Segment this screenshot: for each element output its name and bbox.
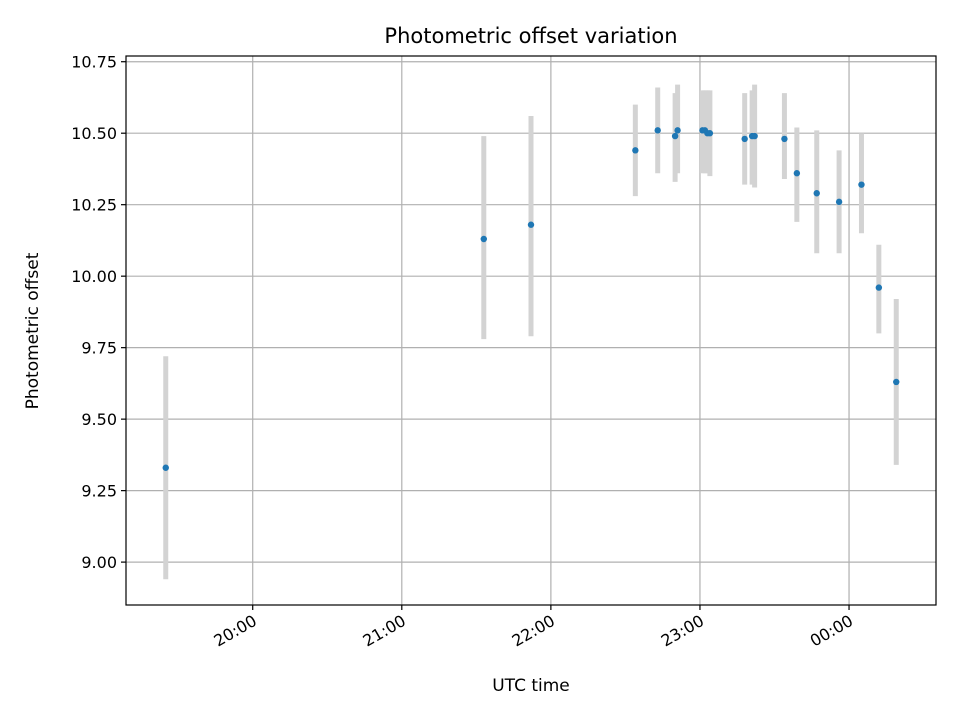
- data-point: [654, 127, 661, 134]
- y-tick-label: 10.75: [71, 53, 117, 72]
- y-tick-label: 9.00: [81, 553, 117, 572]
- data-point: [793, 170, 801, 177]
- y-axis-label: Photometric offset: [23, 252, 43, 409]
- x-tick-label: 20:00: [210, 611, 259, 651]
- y-axis: 9.00 9.25 9.50 9.75 10.00 10.25 10.50 10.75: [71, 53, 126, 572]
- x-tick-label: 22:00: [509, 611, 558, 651]
- y-tick-label: 10.50: [71, 124, 117, 143]
- data-point: [162, 464, 169, 471]
- point-layer: [162, 127, 900, 471]
- x-tick-label: 00:00: [807, 611, 856, 651]
- data-point: [875, 284, 883, 291]
- y-tick-label: 10.00: [71, 267, 117, 286]
- data-point: [751, 132, 758, 140]
- data-point: [893, 378, 900, 386]
- x-tick-label: 21:00: [360, 611, 409, 651]
- x-axis-label: UTC time: [492, 676, 570, 696]
- y-tick-label: 9.75: [81, 339, 117, 358]
- errorbar-layer: [163, 84, 899, 580]
- data-point: [480, 235, 487, 243]
- data-point: [858, 181, 865, 188]
- y-tick-label: 9.25: [81, 482, 117, 501]
- grid-layer: [126, 56, 936, 605]
- data-point: [741, 135, 748, 143]
- plot-frame: [125, 55, 937, 606]
- data-point: [674, 127, 681, 134]
- data-point: [781, 135, 788, 143]
- y-tick-label: 10.25: [71, 196, 117, 215]
- y-tick-label: 9.50: [81, 410, 117, 429]
- data-point: [671, 132, 679, 140]
- data-point: [632, 147, 639, 154]
- data-point: [706, 130, 714, 137]
- data-point: [813, 190, 820, 197]
- x-tick-label: 23:00: [658, 611, 707, 651]
- data-point: [835, 198, 843, 206]
- chart-title: Photometric offset variation: [384, 24, 677, 48]
- data-point: [527, 221, 535, 228]
- x-axis: 20:00 21:00 22:00 23:00 00:00: [210, 605, 856, 651]
